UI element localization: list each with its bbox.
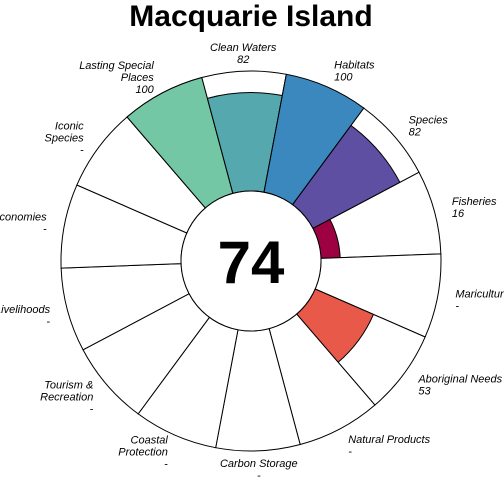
center-score: 74 — [218, 229, 285, 296]
petal-label-clean-waters: Clean Waters 82 — [210, 42, 277, 66]
petal-name-clean-waters: Clean Waters — [210, 42, 277, 54]
petal-name-lasting-special-places: Lasting Special — [79, 60, 154, 72]
petal-value-economies: - — [43, 223, 47, 235]
chart-title: Macquarie Island — [129, 0, 372, 33]
petal-name-tourism-recreation: Recreation — [40, 392, 93, 404]
petal-label-carbon-storage: Carbon Storage - — [220, 458, 298, 482]
petal-label-livelihoods: Livelihoods - — [0, 304, 51, 328]
petal-name-mariculture: Mariculture — [455, 289, 504, 301]
petal-name-lasting-special-places: Places — [121, 72, 155, 84]
petal-name-habitats: Habitats — [334, 59, 375, 71]
petal-name-aboriginal-needs: Aboriginal Needs — [417, 374, 502, 386]
petal-label-tourism-recreation: Tourism & Recreation - — [40, 380, 94, 416]
petal-value-mariculture: - — [455, 301, 459, 313]
petal-label-lasting-special-places: Lasting Special Places 100 — [79, 60, 154, 96]
petal-label-aboriginal-needs: Aboriginal Needs 53 — [417, 374, 502, 398]
petal-label-fisheries: Fisheries 16 — [452, 196, 497, 220]
petal-label-economies: Economies- — [0, 211, 47, 235]
petal-label-coastal-protection: Coastal Protection - — [118, 435, 168, 471]
petal-name-iconic-species: Species — [45, 132, 85, 144]
petal-name-tourism-recreation: Tourism & — [44, 380, 93, 392]
petal-label-species: Species 82 — [409, 114, 449, 138]
petal-name-natural-products: Natural Products — [348, 434, 430, 446]
petal-value-coastal-protection: - — [164, 459, 168, 471]
center-circle — [180, 190, 322, 332]
petal-value-lasting-special-places: 100 — [135, 84, 154, 96]
petal-value-tourism-recreation: - — [90, 404, 94, 416]
petal-name-fisheries: Fisheries — [452, 196, 497, 208]
petal-value-aboriginal-needs: 53 — [418, 386, 431, 398]
petal-name-livelihoods: Livelihoods — [0, 304, 51, 316]
petal-value-clean-waters: 82 — [237, 54, 249, 66]
petal-value-habitats: 100 — [334, 71, 353, 83]
petal-name-species: Species — [409, 114, 449, 126]
petal-name-economies: Economies — [0, 211, 47, 223]
petal-value-iconic-species: - — [80, 144, 84, 156]
petal-name-carbon-storage: Carbon Storage — [220, 458, 298, 470]
petal-value-carbon-storage: - — [257, 470, 261, 482]
petal-value-species: 82 — [409, 126, 421, 138]
petal-label-mariculture: Mariculture- — [455, 289, 504, 313]
petal-name-coastal-protection: Protection — [118, 447, 168, 459]
petal-value-livelihoods: - — [46, 316, 50, 328]
labels-group: Fisheries16Mariculture-Aboriginal Needs5… — [0, 42, 504, 482]
petal-name-coastal-protection: Coastal — [131, 435, 169, 447]
petals-group — [60, 70, 442, 452]
petal-value-fisheries: 16 — [452, 208, 465, 220]
petal-label-natural-products: Natural Products - — [348, 434, 430, 458]
petal-name-iconic-species: Iconic — [55, 120, 84, 132]
petal-label-iconic-species: Iconic Species - — [45, 120, 85, 156]
petal-label-habitats: Habitats 100 — [334, 59, 375, 83]
petal-value-natural-products: - — [348, 446, 352, 458]
